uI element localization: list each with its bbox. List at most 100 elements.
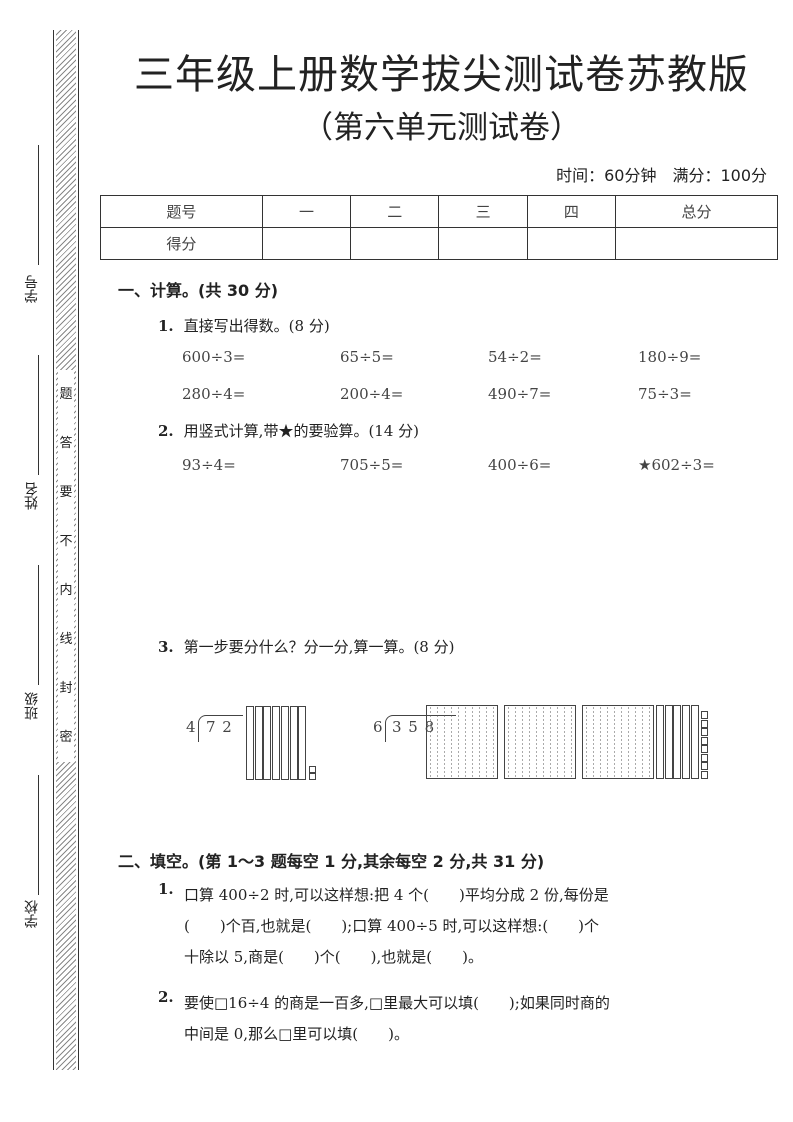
ten-rod bbox=[254, 706, 263, 780]
dividend: 7 2 bbox=[206, 718, 233, 736]
name-label: 姓名 bbox=[24, 482, 40, 510]
seal-char: 内 bbox=[59, 583, 73, 598]
page-subtitle: （第六单元测试卷） bbox=[302, 110, 581, 146]
expr: 490÷7= bbox=[488, 385, 552, 403]
one-cube bbox=[700, 745, 708, 753]
ten-rod bbox=[682, 705, 691, 779]
header-cell: 二 bbox=[350, 195, 440, 228]
expr: 93÷4= bbox=[182, 456, 236, 474]
header-cell: 四 bbox=[526, 195, 617, 228]
section1-title: 一、计算。(共 30 分) bbox=[118, 281, 279, 300]
q-num: 1. bbox=[158, 317, 174, 335]
q1-1: 1. 直接写出得数。(8 分) bbox=[158, 315, 330, 336]
ten-rod bbox=[656, 705, 664, 779]
one-cube bbox=[700, 719, 708, 728]
one-cube bbox=[700, 762, 708, 770]
one-cube bbox=[700, 711, 708, 719]
seal-line bbox=[78, 30, 79, 1070]
divisor: 4 bbox=[186, 718, 196, 736]
q-text: 口算 400÷2 时,可以这样想:把 4 个( )平均分成 2 份,每份是 ( … bbox=[184, 880, 784, 973]
seal-char: 不 bbox=[59, 534, 73, 549]
score-row: 得分 bbox=[100, 227, 778, 260]
score-cell[interactable] bbox=[526, 227, 617, 260]
expr: 54÷2= bbox=[488, 348, 542, 366]
score-header-row: 题号 一 二 三 四 总分 bbox=[100, 195, 778, 228]
seal-line bbox=[53, 30, 54, 1070]
header-cell: 一 bbox=[261, 195, 352, 228]
ten-rod bbox=[280, 706, 289, 780]
seal-char: 答 bbox=[59, 436, 73, 451]
score-cell[interactable] bbox=[350, 227, 440, 260]
q-num: 3. bbox=[158, 638, 174, 656]
time-info: 时间：60分钟 满分：100分 bbox=[556, 166, 767, 185]
ten-rod bbox=[272, 706, 281, 780]
ten-rod bbox=[664, 705, 673, 779]
page-title: 三年级上册数学拔尖测试卷苏教版 bbox=[134, 52, 749, 98]
ten-rod bbox=[673, 705, 682, 779]
expr: 200÷4= bbox=[340, 385, 404, 403]
q-num: 1. bbox=[158, 880, 174, 898]
expr: 400÷6= bbox=[488, 456, 552, 474]
one-cube bbox=[700, 753, 708, 762]
q-line: 中间是 0,那么□里可以填( )。 bbox=[184, 1025, 409, 1043]
division-bracket bbox=[385, 715, 456, 742]
ten-rod bbox=[289, 706, 298, 780]
seal-char: 题 bbox=[59, 387, 73, 402]
header-cell: 题号 bbox=[100, 195, 263, 228]
seal-char: 要 bbox=[59, 485, 73, 500]
q-num: 2. bbox=[158, 988, 174, 1006]
hundred-flat bbox=[426, 705, 498, 779]
score-cell[interactable] bbox=[615, 227, 778, 260]
q-line: 口算 400÷2 时,可以这样想:把 4 个( )平均分成 2 份,每份是 bbox=[184, 886, 609, 904]
ten-rod bbox=[246, 706, 254, 780]
one-cube bbox=[308, 766, 316, 773]
one-cube bbox=[700, 770, 708, 779]
q1-3: 3. 第一步要分什么？分一分,算一算。(8 分) bbox=[158, 636, 454, 657]
dividend: 3 5 8 bbox=[392, 718, 436, 736]
q-text: 第一步要分什么？分一分,算一算。(8 分) bbox=[183, 638, 455, 656]
ten-rod bbox=[298, 706, 307, 780]
one-cube bbox=[700, 736, 708, 745]
ten-rod bbox=[690, 705, 699, 779]
q-text: 直接写出得数。(8 分) bbox=[183, 317, 330, 335]
class-label: 班级 bbox=[24, 692, 40, 720]
row-label: 得分 bbox=[100, 227, 263, 260]
q-line: 十除以 5,商是( )个( ),也就是( )。 bbox=[184, 948, 483, 966]
ten-rod bbox=[263, 706, 272, 780]
name-underline bbox=[38, 355, 39, 475]
hundred-flat bbox=[582, 705, 654, 779]
expr: 65÷5= bbox=[340, 348, 394, 366]
q1-2: 2. 用竖式计算,带★的要验算。(14 分) bbox=[158, 420, 419, 441]
header-cell: 三 bbox=[438, 195, 528, 228]
hundred-flat bbox=[504, 705, 576, 779]
score-cell[interactable] bbox=[438, 227, 528, 260]
one-cube bbox=[700, 728, 708, 736]
divisor: 6 bbox=[373, 718, 383, 736]
score-cell[interactable] bbox=[261, 227, 352, 260]
one-cube bbox=[308, 773, 316, 780]
q-line: 要使□16÷4 的商是一百多,□里最大可以填( );如果同时商的 bbox=[184, 994, 610, 1012]
seal-text: 题 答 要 不 内 线 封 密 bbox=[58, 370, 74, 762]
section2-title: 二、填空。(第 1～3 题每空 1 分,其余每空 2 分,共 31 分) bbox=[118, 852, 545, 871]
expr: ★602÷3= bbox=[638, 456, 715, 474]
student-id-underline bbox=[38, 145, 39, 265]
expr: 180÷9= bbox=[638, 348, 702, 366]
expr: 280÷4= bbox=[182, 385, 246, 403]
seal-char: 封 bbox=[59, 681, 73, 696]
expr: 600÷3= bbox=[182, 348, 246, 366]
seal-char: 密 bbox=[59, 730, 73, 745]
q-num: 2. bbox=[158, 422, 174, 440]
expr: 705÷5= bbox=[340, 456, 404, 474]
q-line: ( )个百,也就是( );口算 400÷5 时,可以这样想:( )个 bbox=[184, 917, 600, 935]
seal-char: 线 bbox=[59, 632, 73, 647]
school-underline bbox=[38, 775, 39, 895]
q-text: 要使□16÷4 的商是一百多,□里最大可以填( );如果同时商的 中间是 0,那… bbox=[184, 988, 784, 1050]
student-id-label: 学号 bbox=[24, 275, 40, 303]
class-underline bbox=[38, 565, 39, 685]
q-text: 用竖式计算,带★的要验算。(14 分) bbox=[183, 422, 420, 440]
division-bracket bbox=[198, 715, 243, 742]
school-label: 学校 bbox=[24, 900, 40, 928]
expr: 75÷3= bbox=[638, 385, 692, 403]
score-table: 题号 一 二 三 四 总分 得分 bbox=[100, 195, 778, 260]
